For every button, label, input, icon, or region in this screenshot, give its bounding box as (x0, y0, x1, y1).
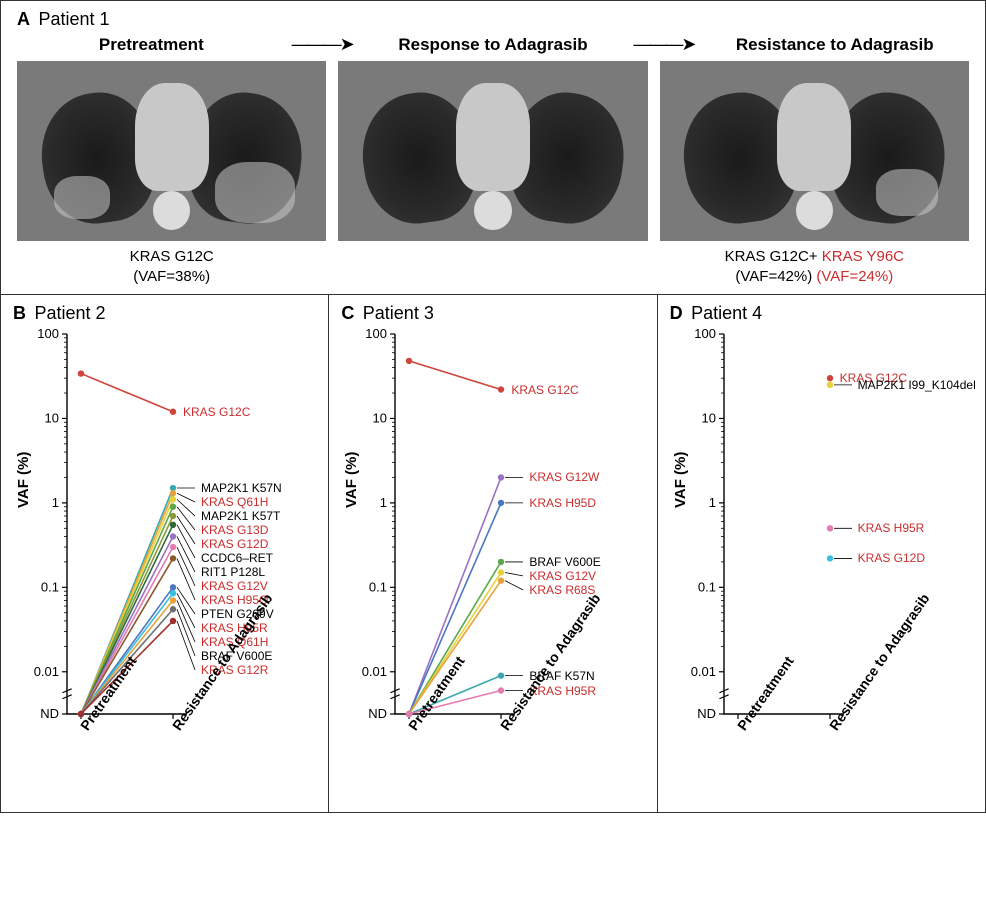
panel-b: B Patient 2 KRAS G12CMAP2K1 K57NKRAS Q61… (1, 295, 329, 812)
panel-b-label: B (13, 303, 26, 323)
svg-text:ND: ND (697, 706, 716, 721)
panel-b-header: B Patient 2 (13, 303, 324, 324)
panel-a-stage-row: Pretreatment ———➤ Response to Adagrasib … (17, 34, 969, 55)
panel-a-patient: Patient 1 (38, 9, 109, 29)
ct-row: KRAS G12C (VAF=38%) KRAS G12C+ KR (17, 61, 969, 286)
chart-b: KRAS G12CMAP2K1 K57NKRAS Q61HMAP2K1 K57T… (13, 328, 324, 808)
y-axis-label: VAF (%) (343, 452, 360, 508)
arrow-icon: ———➤ (633, 34, 694, 55)
ct-block-2 (338, 61, 647, 286)
svg-text:0.01: 0.01 (690, 664, 715, 679)
svg-text:0.1: 0.1 (41, 579, 59, 594)
ct-caption-2 (338, 247, 647, 267)
panel-a: A Patient 1 Pretreatment ———➤ Response t… (1, 1, 985, 295)
svg-text:10: 10 (373, 410, 387, 425)
ct-scan-response (338, 61, 647, 241)
arrow-icon: ———➤ (292, 34, 353, 55)
svg-text:0.1: 0.1 (698, 579, 716, 594)
svg-text:10: 10 (701, 410, 715, 425)
panels-bcd-row: B Patient 2 KRAS G12CMAP2K1 K57NKRAS Q61… (1, 295, 985, 812)
svg-text:ND: ND (369, 706, 388, 721)
ct-scan-pretreatment (17, 61, 326, 241)
panel-c-label: C (341, 303, 354, 323)
panel-c-header: C Patient 3 (341, 303, 652, 324)
svg-text:100: 100 (366, 328, 388, 341)
stage-pretreatment: Pretreatment (17, 35, 286, 55)
svg-text:0.01: 0.01 (362, 664, 387, 679)
ct-caption-1: KRAS G12C (VAF=38%) (17, 247, 326, 286)
y-axis-label: VAF (%) (15, 452, 32, 508)
svg-text:0.01: 0.01 (34, 664, 59, 679)
stage-resistance: Resistance to Adagrasib (700, 35, 969, 55)
panel-d-label: D (670, 303, 683, 323)
ct-block-1: KRAS G12C (VAF=38%) (17, 61, 326, 286)
ct-block-3: KRAS G12C+ KRAS Y96C (VAF=42%) (VAF=24%) (660, 61, 969, 286)
svg-text:10: 10 (45, 410, 59, 425)
panel-c: C Patient 3 KRAS G12CKRAS G12WKRAS H95DB… (329, 295, 657, 812)
panel-d-patient: Patient 4 (691, 303, 762, 323)
chart-d: KRAS G12CMAP2K1 I99_K104delKRAS H95RKRAS… (670, 328, 981, 808)
svg-text:100: 100 (694, 328, 716, 341)
svg-text:1: 1 (380, 495, 387, 510)
svg-text:1: 1 (708, 495, 715, 510)
panel-a-header: A Patient 1 (17, 9, 969, 30)
figure-container: A Patient 1 Pretreatment ———➤ Response t… (0, 0, 986, 813)
panel-c-patient: Patient 3 (363, 303, 434, 323)
ct-caption-3: KRAS G12C+ KRAS Y96C (VAF=42%) (VAF=24%) (660, 247, 969, 286)
panel-b-patient: Patient 2 (34, 303, 105, 323)
stage-response: Response to Adagrasib (359, 35, 628, 55)
ct-scan-resistance (660, 61, 969, 241)
panel-d: D Patient 4 KRAS G12CMAP2K1 I99_K104delK… (658, 295, 985, 812)
chart-c: KRAS G12CKRAS G12WKRAS H95DBRAF V600EKRA… (341, 328, 652, 808)
panel-d-header: D Patient 4 (670, 303, 981, 324)
svg-text:ND: ND (40, 706, 59, 721)
svg-text:0.1: 0.1 (369, 579, 387, 594)
svg-text:1: 1 (52, 495, 59, 510)
y-axis-label: VAF (%) (672, 452, 689, 508)
panel-a-label: A (17, 9, 30, 29)
svg-text:100: 100 (37, 328, 59, 341)
